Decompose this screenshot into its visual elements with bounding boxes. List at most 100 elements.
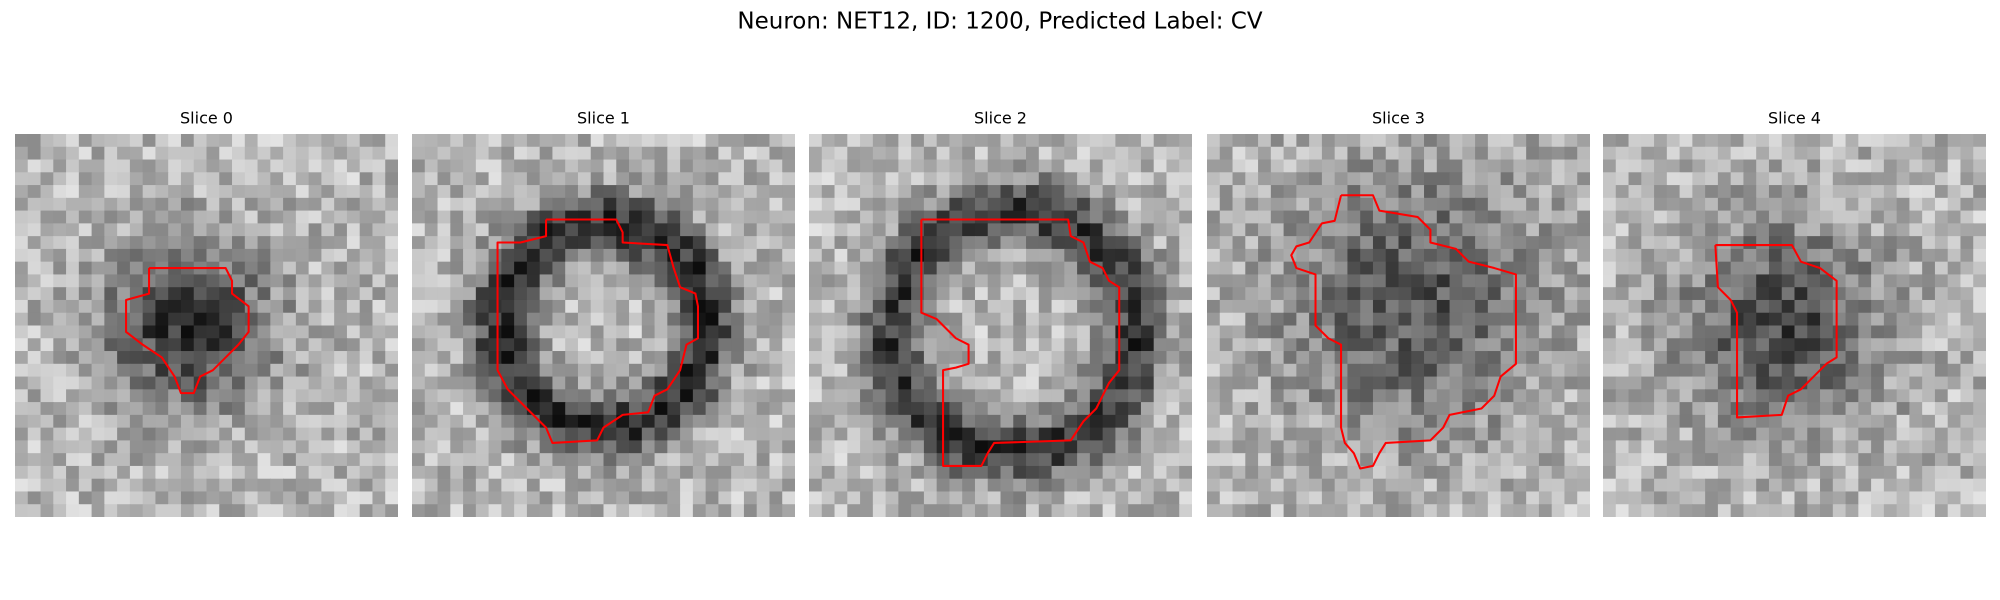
pixel (1321, 389, 1336, 403)
pixel (15, 159, 29, 173)
pixel (514, 465, 528, 480)
pixel (603, 440, 617, 454)
pixel (1051, 440, 1065, 454)
pixel (412, 287, 426, 301)
pixel (501, 134, 515, 148)
pixel (1398, 172, 1412, 186)
pixel (1794, 197, 1808, 212)
pixel (1717, 210, 1732, 225)
pixel (270, 274, 284, 288)
pixel (1666, 427, 1681, 442)
pixel (129, 159, 144, 173)
pixel (1845, 491, 1859, 505)
pixel (898, 504, 912, 517)
pixel (475, 491, 490, 505)
pixel (1717, 261, 1732, 276)
pixel (78, 172, 93, 186)
pixel (1051, 402, 1065, 416)
pixel (1654, 134, 1668, 148)
pixel (821, 376, 836, 390)
pixel (603, 299, 617, 314)
pixel (66, 453, 80, 467)
pixel (654, 402, 668, 416)
pixel (232, 453, 246, 467)
pixel (1781, 185, 1796, 199)
pixel (1115, 261, 1129, 276)
pixel (872, 453, 887, 467)
pixel (1026, 274, 1040, 288)
pixel (1679, 159, 1694, 173)
pixel (232, 414, 246, 429)
pixel (1487, 504, 1502, 517)
pixel (142, 504, 157, 517)
pixel (1245, 504, 1259, 517)
pixel (1730, 223, 1745, 237)
pixel (155, 223, 169, 237)
pixel (1705, 325, 1719, 339)
pixel (1538, 453, 1553, 467)
pixel (155, 159, 169, 173)
pixel (1666, 465, 1681, 480)
pixel (283, 236, 297, 250)
pixel (1871, 440, 1885, 454)
pixel (1641, 402, 1655, 416)
pixel (1064, 453, 1078, 467)
pixel (1794, 159, 1808, 173)
pixel (193, 389, 208, 403)
pixel (821, 338, 836, 352)
pixel (1960, 465, 1974, 480)
pixel (1334, 491, 1349, 505)
pixel (168, 465, 182, 480)
pixel (1475, 223, 1489, 237)
pixel (1283, 274, 1298, 288)
pixel (1258, 134, 1272, 148)
pixel (412, 274, 426, 288)
pixel (743, 261, 758, 276)
pixel (974, 185, 989, 199)
pixel (1207, 351, 1221, 365)
pixel (923, 287, 938, 301)
pixel (1398, 159, 1412, 173)
pixel (1717, 414, 1732, 429)
pixel (1526, 261, 1540, 276)
pixel (911, 287, 925, 301)
pixel (1513, 248, 1527, 263)
pixel (809, 427, 823, 442)
pixel (40, 312, 54, 327)
pixel (1679, 248, 1694, 263)
pixel (321, 338, 335, 352)
pixel (1717, 185, 1732, 199)
pixel (1768, 185, 1783, 199)
pixel (949, 223, 963, 237)
pixel (1513, 197, 1527, 212)
pixel (1934, 363, 1949, 378)
pixel (180, 248, 195, 263)
pixel (1654, 389, 1668, 403)
pixel (321, 389, 335, 403)
pixel (1526, 491, 1540, 505)
pixel (1219, 376, 1234, 390)
pixel (1858, 363, 1872, 378)
pixel (680, 223, 694, 237)
pixel (40, 325, 54, 339)
pixel (283, 465, 297, 480)
pixel (1973, 248, 1986, 263)
pixel (1179, 427, 1192, 442)
pixel (1909, 236, 1923, 250)
pixel (1436, 312, 1451, 327)
pixel (1871, 376, 1885, 390)
pixel (232, 274, 246, 288)
pixel (1219, 440, 1234, 454)
pixel (1115, 338, 1129, 352)
pixel (756, 185, 771, 199)
pixel (1475, 299, 1489, 314)
pixel (1922, 197, 1936, 212)
pixel (180, 363, 195, 378)
pixel (1207, 172, 1221, 186)
pixel (885, 312, 900, 327)
pixel (616, 312, 630, 327)
pixel (1013, 414, 1027, 429)
pixel (1398, 376, 1412, 390)
pixel (91, 465, 106, 480)
pixel (834, 146, 848, 161)
